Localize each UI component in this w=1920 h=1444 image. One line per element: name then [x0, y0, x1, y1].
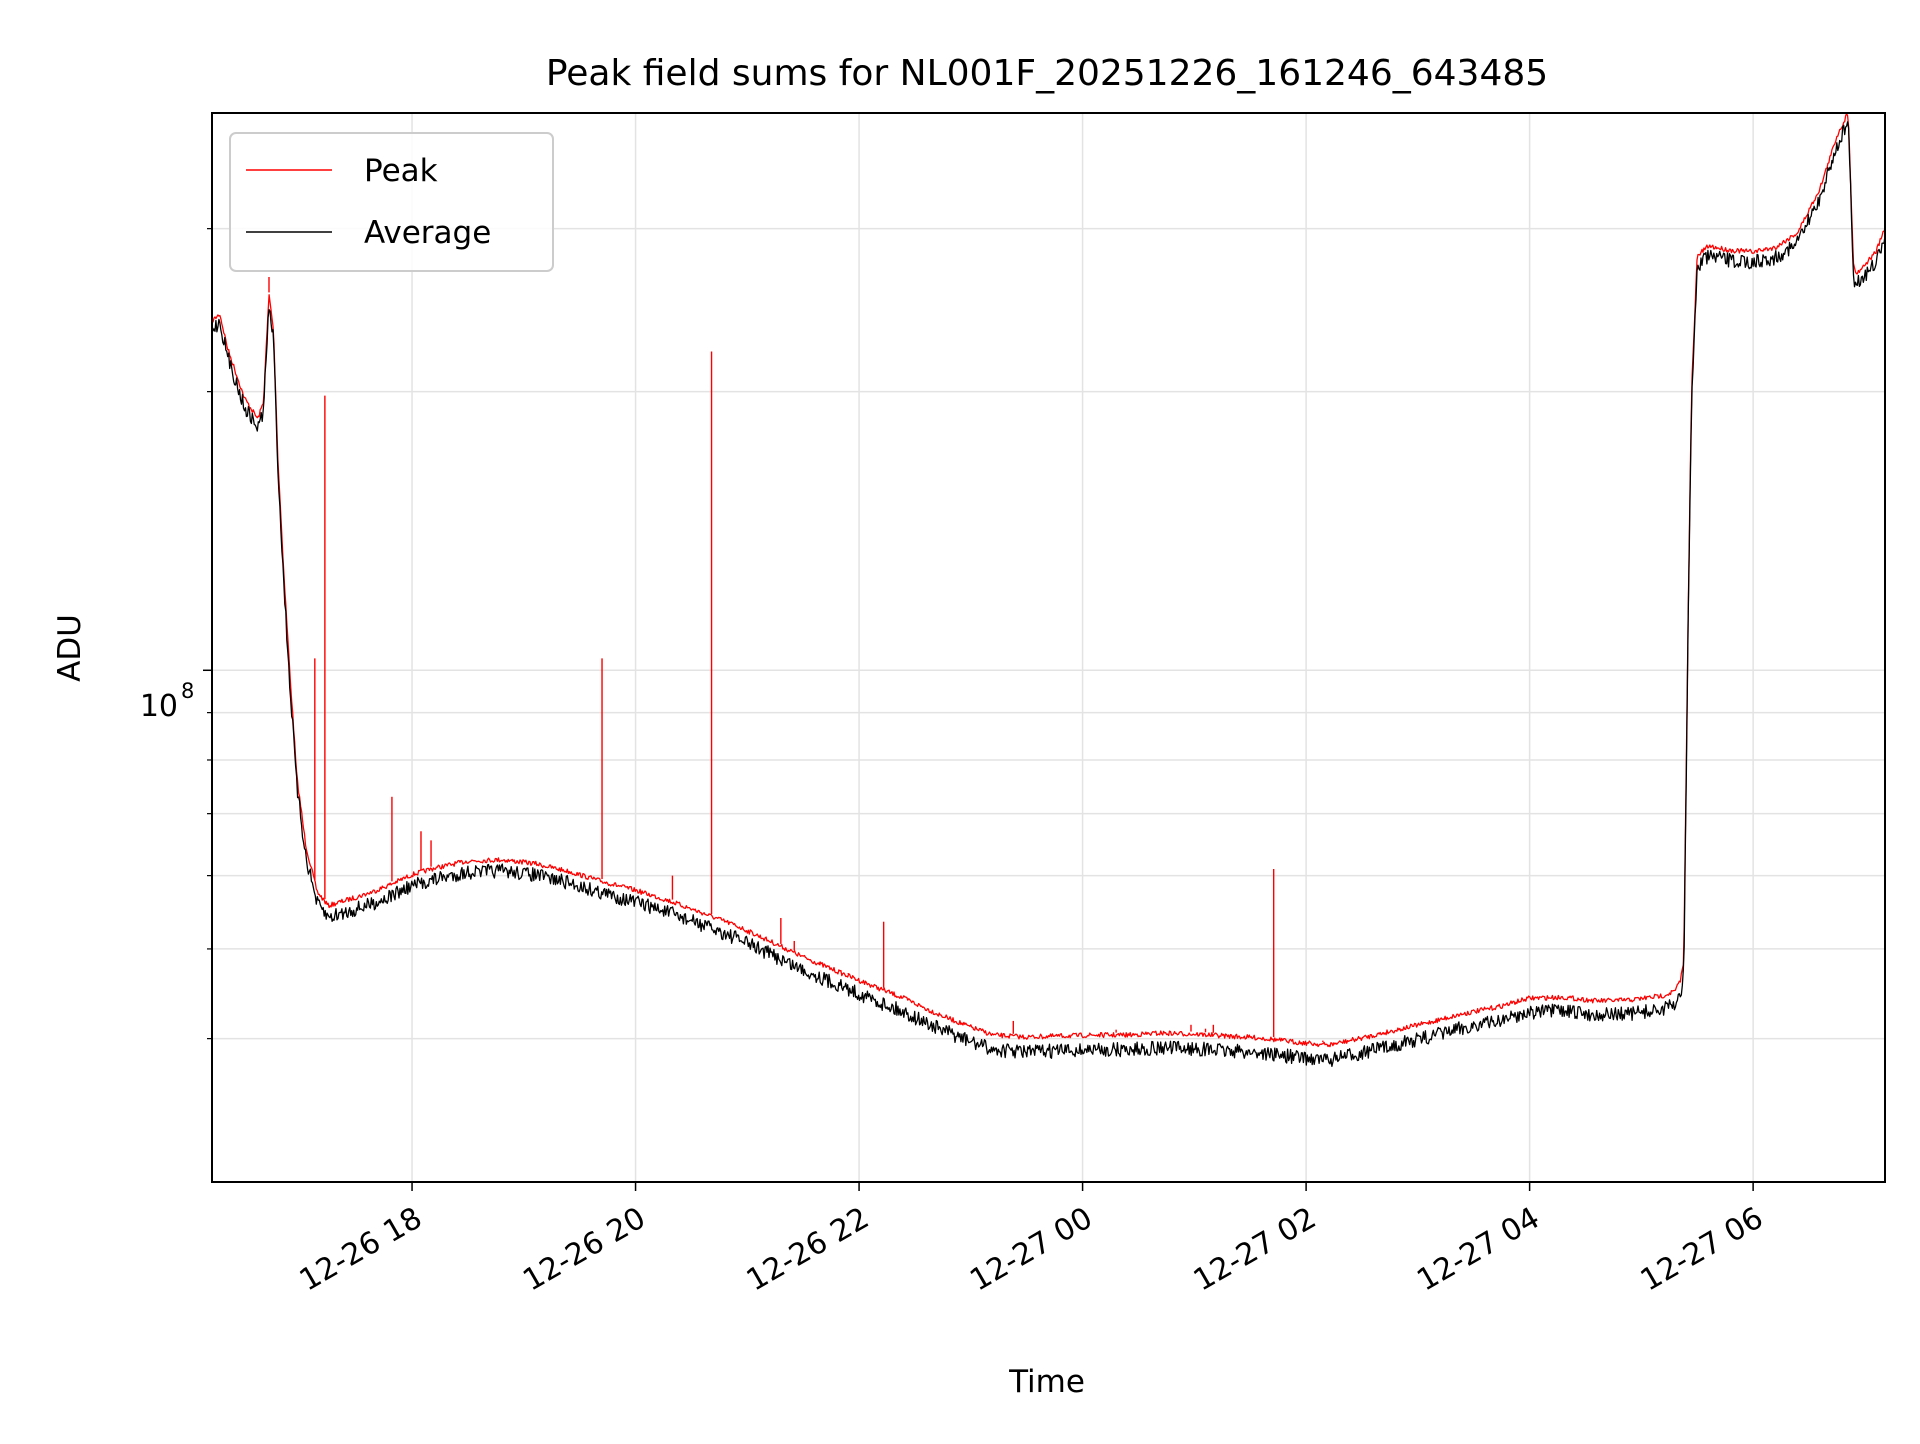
y-axis-label: ADU: [52, 614, 88, 682]
y-tick-label-1e8: 10 8: [140, 679, 195, 724]
series-peak-line: [212, 113, 1885, 1048]
series-layer: [212, 113, 1885, 1068]
legend-box: [229, 132, 554, 272]
series-average-line: [212, 121, 1885, 1068]
y-tick-label-base: 10: [140, 689, 178, 724]
legend-label-peak: Peak: [364, 153, 438, 189]
plot-frame: [211, 112, 1886, 1183]
legend: Peak Average: [229, 132, 554, 272]
legend-label-average: Average: [364, 215, 491, 251]
grid-layer: [212, 113, 1885, 1182]
y-tick-label-exponent: 8: [181, 679, 194, 703]
x-axis-label: Time: [1008, 1364, 1085, 1400]
chart-title: Peak field sums for NL001F_20251226_1612…: [546, 53, 1548, 94]
